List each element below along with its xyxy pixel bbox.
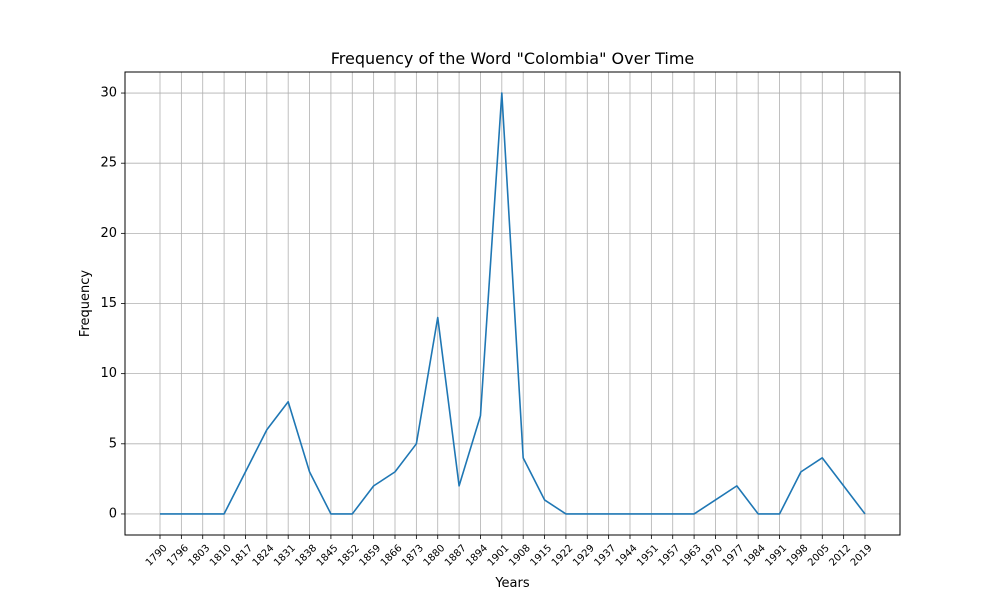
y-tick-label: 20 <box>100 226 117 241</box>
y-axis-label: Frequency <box>78 270 93 337</box>
y-tick-label: 30 <box>100 86 117 101</box>
chart-title: Frequency of the Word "Colombia" Over Ti… <box>331 49 695 68</box>
y-tick-label: 25 <box>100 156 117 171</box>
y-tick-label: 0 <box>109 506 117 521</box>
y-tick-label: 5 <box>109 436 117 451</box>
x-axis-label: Years <box>494 576 530 591</box>
y-tick-label: 15 <box>100 296 117 311</box>
series-layer <box>160 92 866 515</box>
series-line <box>160 92 866 515</box>
y-axis-ticks: 0 5 10 15 20 25 30 <box>100 86 125 521</box>
y-tick-label: 10 <box>100 366 117 381</box>
